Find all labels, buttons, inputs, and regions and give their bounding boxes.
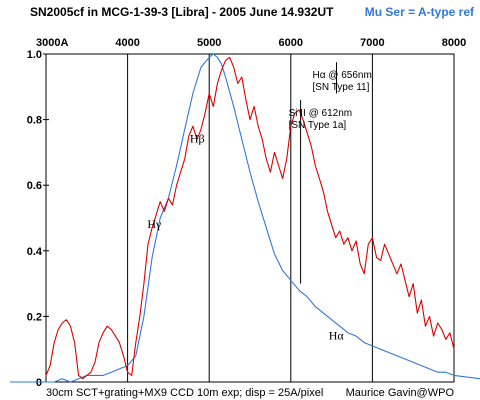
line-label: Hβ [190,132,205,146]
x-tick-labels: 3000A 4000 5000 6000 7000 8000 [36,37,466,49]
x-tick-label: 4000 [115,37,139,49]
x-tick-label: 7000 [360,37,384,49]
x-tick-label: 3000A [36,37,68,49]
y-tick-label: 0 [36,377,42,389]
y-tick-label: 0.8 [27,115,42,127]
line-label: Hα [329,328,345,342]
line-label: Hγ [147,217,162,231]
x-tick-label: 6000 [279,37,303,49]
reference-spectrum-line [10,53,480,383]
y-tick-label: 0.6 [27,180,42,192]
reference-star-label: Mu Ser = A-type ref [365,5,475,19]
sn-spectrum-line [45,56,455,380]
x-tick-label: 5000 [197,37,221,49]
chart-title: SN2005cf in MCG-1-39-3 [Libra] - 2005 Ju… [30,5,334,19]
footer-credit: Maurice Gavin@WPO [346,387,455,399]
y-tick-label: 1.0 [27,49,42,61]
y-tick-label: 0.4 [27,246,43,258]
y-tick-label: 0.2 [27,311,42,323]
y-tick-labels: 0 0.2 0.4 0.6 0.8 1.0 [27,49,49,389]
annotation-label: Si II @ 612nm [289,108,353,119]
annotation-label: Hα @ 656nm [312,70,371,81]
grid [127,54,373,382]
annotation-sublabel: [SN Type 11] [312,82,369,93]
footer-exposure-info: 30cm SCT+grating+MX9 CCD 10m exp; disp =… [46,387,323,399]
annotation-sublabel: [SN Type 1a] [289,120,347,131]
x-tick-label: 8000 [442,37,466,49]
plot-frame [45,53,455,383]
annotations: Hα @ 656nm[SN Type 11] Si II @ 612nm[SN T… [147,62,372,342]
series-lines [10,53,480,383]
